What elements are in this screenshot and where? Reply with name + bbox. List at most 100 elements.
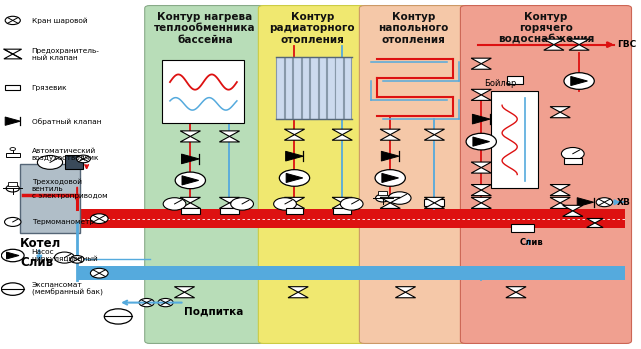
Polygon shape [180, 203, 201, 208]
Bar [77, 266, 625, 280]
Circle shape [163, 198, 186, 210]
Circle shape [1, 283, 24, 295]
Text: Слив: Слив [519, 238, 543, 246]
Bar [294, 57, 301, 119]
Circle shape [139, 298, 154, 307]
Polygon shape [380, 129, 400, 135]
Polygon shape [180, 136, 201, 142]
Circle shape [90, 268, 108, 278]
Polygon shape [285, 135, 304, 140]
Circle shape [10, 148, 15, 150]
Polygon shape [506, 292, 526, 298]
Bar [310, 57, 318, 119]
Bar [378, 191, 387, 195]
Bar [302, 57, 310, 119]
Bar [564, 158, 581, 164]
Polygon shape [471, 190, 492, 196]
Bar [8, 182, 17, 186]
Bar [5, 85, 21, 90]
Polygon shape [471, 95, 492, 101]
Bar [424, 199, 444, 206]
Polygon shape [381, 151, 399, 161]
Circle shape [564, 73, 594, 89]
Polygon shape [550, 190, 570, 196]
Circle shape [4, 217, 21, 227]
Polygon shape [471, 203, 492, 208]
Polygon shape [285, 129, 304, 135]
Polygon shape [286, 151, 303, 161]
Polygon shape [550, 197, 570, 203]
Bar [319, 57, 326, 119]
Polygon shape [472, 114, 490, 124]
Text: Экспансомат
(мембранный бак): Экспансомат (мембранный бак) [31, 282, 103, 296]
Polygon shape [219, 197, 240, 203]
Polygon shape [288, 292, 308, 298]
FancyBboxPatch shape [258, 6, 367, 343]
Circle shape [596, 198, 613, 207]
Bar [181, 208, 200, 214]
Bar [162, 60, 244, 122]
Circle shape [175, 172, 206, 189]
Bar [507, 76, 523, 84]
Circle shape [104, 309, 132, 324]
Bar [276, 57, 284, 119]
Polygon shape [180, 131, 201, 136]
Text: Грязевик: Грязевик [31, 84, 67, 91]
Circle shape [375, 170, 405, 186]
Polygon shape [6, 252, 19, 259]
Polygon shape [569, 39, 589, 45]
Bar [335, 57, 343, 119]
Text: Подпитка: Подпитка [185, 306, 244, 316]
Polygon shape [4, 49, 22, 54]
Circle shape [90, 214, 108, 223]
Bar [333, 208, 351, 214]
Polygon shape [563, 205, 583, 211]
Polygon shape [563, 211, 583, 216]
Polygon shape [577, 198, 594, 207]
Polygon shape [182, 176, 199, 185]
Polygon shape [4, 54, 22, 59]
Polygon shape [332, 129, 353, 135]
Polygon shape [471, 162, 492, 168]
Polygon shape [288, 287, 308, 292]
Circle shape [562, 148, 584, 160]
Polygon shape [424, 203, 444, 208]
Polygon shape [219, 131, 240, 136]
Polygon shape [286, 173, 303, 183]
Text: Термоманометр: Термоманометр [31, 219, 94, 225]
Circle shape [6, 185, 19, 192]
Circle shape [231, 198, 253, 210]
Circle shape [158, 298, 173, 307]
Text: Контур
горячего
водоснабжения: Контур горячего водоснабжения [498, 12, 594, 45]
Bar [286, 208, 303, 214]
Polygon shape [570, 76, 587, 86]
Polygon shape [471, 58, 492, 64]
Text: Предохранитель-
ный клапан: Предохранитель- ный клапан [31, 47, 99, 60]
Polygon shape [587, 223, 603, 228]
Bar [77, 209, 625, 228]
Polygon shape [380, 197, 400, 203]
Circle shape [279, 170, 310, 186]
Bar [220, 208, 239, 214]
Polygon shape [471, 64, 492, 69]
Polygon shape [174, 292, 195, 298]
Text: Контур нагрева
теплообменника
бассейна: Контур нагрева теплообменника бассейна [154, 12, 256, 45]
Text: Кран шаровой: Кран шаровой [31, 17, 87, 24]
Text: Бойлер: Бойлер [485, 79, 517, 88]
Polygon shape [380, 203, 400, 208]
Bar [511, 224, 534, 232]
Polygon shape [473, 137, 490, 146]
Polygon shape [424, 197, 444, 203]
Polygon shape [285, 197, 304, 203]
Text: Слив: Слив [21, 256, 53, 269]
Polygon shape [471, 197, 492, 203]
Text: Котел: Котел [21, 237, 62, 250]
Polygon shape [569, 45, 589, 50]
Circle shape [5, 16, 21, 24]
Polygon shape [424, 129, 444, 135]
Polygon shape [382, 173, 399, 183]
Text: Контур
радиаторного
отопления: Контур радиаторного отопления [269, 12, 355, 45]
Polygon shape [587, 218, 603, 223]
FancyBboxPatch shape [145, 6, 265, 343]
Text: ГВС: ГВС [617, 40, 637, 49]
